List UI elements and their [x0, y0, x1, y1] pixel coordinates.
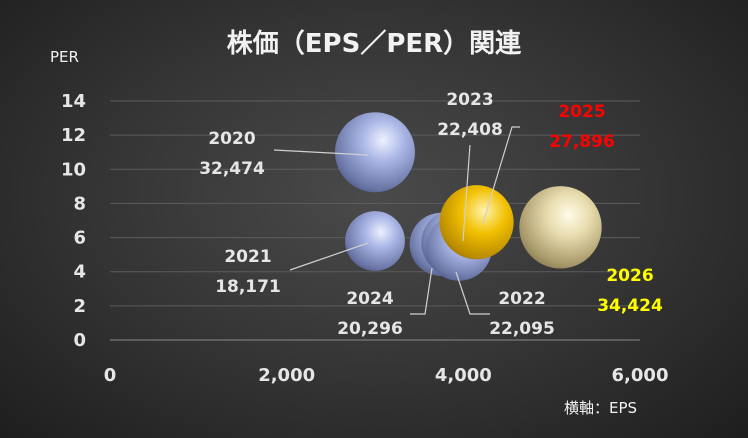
- bubble-2025: [439, 185, 514, 260]
- data-label-value-2021: 18,171: [215, 277, 281, 297]
- x-tick-label: 4,000: [435, 365, 492, 386]
- data-label-year-2024: 2024: [346, 289, 393, 309]
- data-label-year-2022: 2022: [498, 289, 545, 309]
- data-label-year-2023: 2023: [446, 90, 493, 110]
- bubble-2020: [335, 112, 415, 193]
- data-label-year-2026: 2026: [606, 266, 653, 286]
- y-tick-label: 0: [73, 330, 86, 351]
- leader-line-2023: [462, 144, 471, 242]
- y-axis-title: PER: [50, 48, 79, 66]
- data-label-value-2024: 20,296: [337, 319, 403, 339]
- bubble-2021: [345, 211, 405, 271]
- data-label-value-2025: 27,896: [549, 132, 615, 152]
- leader-line-2022: [455, 271, 490, 315]
- bubbles: [335, 112, 602, 281]
- data-label-value-2026: 34,424: [597, 296, 663, 316]
- data-label-year-2025: 2025: [558, 102, 605, 122]
- x-tick-label: 0: [104, 365, 117, 386]
- bubble-2026: [519, 186, 602, 269]
- y-tick-label: 4: [73, 262, 86, 283]
- y-tick-labels: 0 2 4 6 8 10 12 14: [61, 91, 86, 351]
- bubble-labels: 2020 32,474 2021 18,171 2022 22,095 2023 22,408…: [199, 90, 663, 339]
- y-tick-label: 8: [73, 193, 86, 214]
- leader-line-2024: [410, 267, 433, 315]
- y-tick-label: 6: [73, 228, 86, 249]
- x-tick-label: 6,000: [612, 365, 669, 386]
- chart-title: 株価（EPS／PER）関連: [227, 29, 522, 59]
- leader-line-2025: [482, 126, 520, 224]
- leader-line-2021: [289, 242, 369, 271]
- x-tick-labels: 0 2,000 4,000 6,000: [104, 365, 669, 386]
- data-label-value-2023: 22,408: [437, 120, 503, 140]
- y-tick-label: 2: [73, 296, 86, 317]
- data-label-value-2022: 22,095: [489, 319, 555, 339]
- data-label-year-2021: 2021: [224, 247, 271, 267]
- y-tick-label: 10: [61, 159, 86, 180]
- x-axis-title: 横軸：EPS: [564, 399, 637, 417]
- y-tick-label: 12: [61, 125, 86, 146]
- leader-line-2020: [273, 149, 369, 156]
- x-tick-label: 2,000: [258, 365, 315, 386]
- data-label-year-2020: 2020: [208, 129, 255, 149]
- data-label-value-2020: 32,474: [199, 159, 265, 179]
- y-tick-label: 14: [61, 91, 86, 112]
